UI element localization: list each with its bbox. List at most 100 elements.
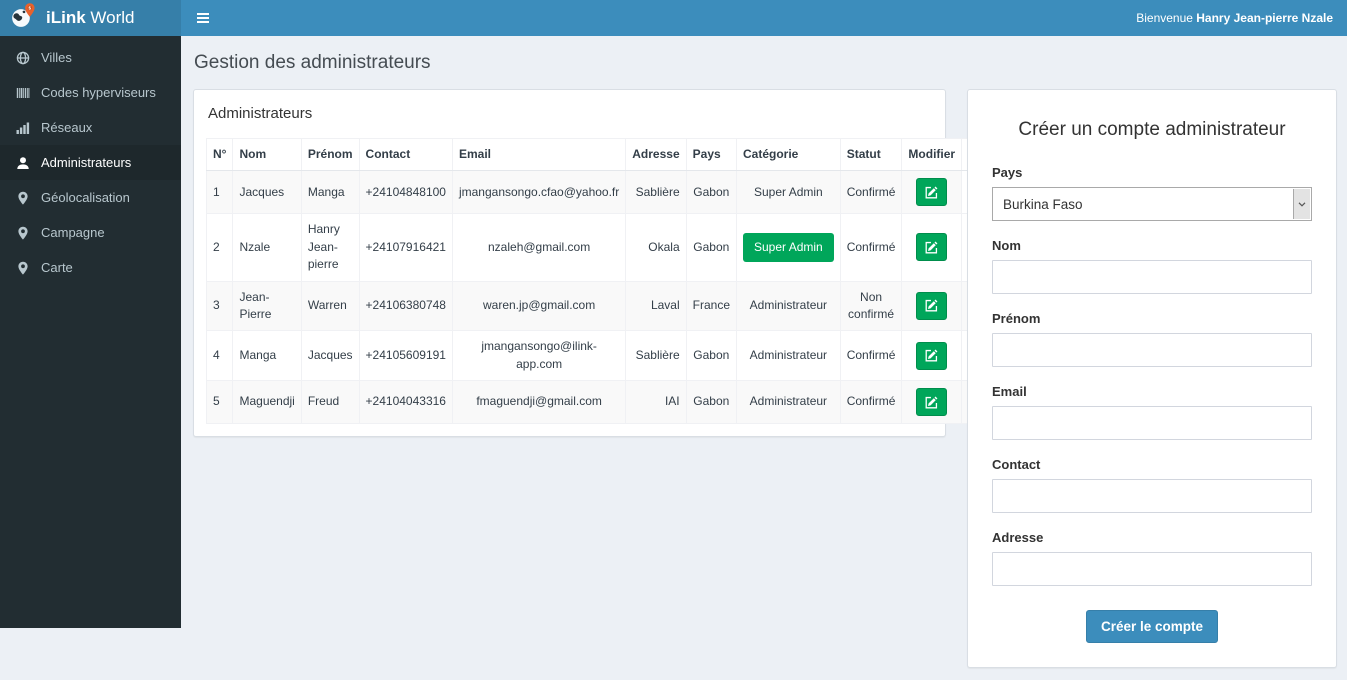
cell-prenom: Manga bbox=[300, 170, 360, 215]
bar-chart-icon bbox=[15, 121, 30, 135]
cell-num: 2 bbox=[205, 213, 234, 282]
brand-name: iLink World bbox=[46, 8, 134, 28]
panel-title: Administrateurs bbox=[208, 105, 313, 122]
form-title: Créer un compte administrateur bbox=[1018, 119, 1286, 140]
cell-nom: Jean-Pierre bbox=[232, 280, 302, 332]
cell-statut: Confirmé bbox=[839, 170, 903, 215]
sidebar-item-label: Campagne bbox=[41, 225, 105, 240]
sidebar-item-label: Administrateurs bbox=[41, 155, 132, 170]
sidebar-item-codes-hyperviseurs[interactable]: Codes hyperviseurs bbox=[0, 75, 181, 110]
cell-adresse: IAI bbox=[625, 380, 687, 425]
cell-contact: +24104848100 bbox=[358, 170, 453, 215]
cell-nom: Manga bbox=[232, 330, 302, 382]
col-header-email: Email bbox=[451, 137, 627, 172]
edit-admin-button[interactable] bbox=[916, 341, 948, 370]
email-label: Email bbox=[992, 384, 1027, 399]
edit-admin-button[interactable] bbox=[916, 388, 948, 417]
brand-logo[interactable]: $ iLink World bbox=[0, 0, 181, 36]
globe-icon bbox=[15, 51, 30, 65]
email-field[interactable] bbox=[992, 406, 1312, 440]
cell-adresse: Sablière bbox=[625, 170, 687, 215]
page-title: Gestion des administrateurs bbox=[194, 52, 431, 73]
cell-email: waren.jp@gmail.com bbox=[451, 280, 627, 332]
cell-contact: +24105609191 bbox=[358, 330, 453, 382]
barcode-icon bbox=[15, 86, 30, 100]
adresse-field[interactable] bbox=[992, 552, 1312, 586]
cell-email: fmaguendji@gmail.com bbox=[451, 380, 627, 425]
table-row: 4 Manga Jacques +24105609191 jmangansong… bbox=[205, 330, 1036, 382]
col-header-adresse: Adresse bbox=[625, 137, 687, 172]
sidebar-item-label: Carte bbox=[41, 260, 73, 275]
welcome-message: Bienvenue Hanry Jean-pierre Nzale bbox=[1136, 11, 1333, 25]
super-admin-badge[interactable]: Super Admin bbox=[743, 232, 834, 263]
cell-nom: Jacques bbox=[232, 170, 302, 215]
sidebar-item-label: Géolocalisation bbox=[41, 190, 130, 205]
cell-pays: Gabon bbox=[685, 380, 738, 425]
sidebar-item-carte[interactable]: Carte bbox=[0, 250, 181, 285]
globe-pin-logo-icon: $ bbox=[10, 2, 37, 34]
cell-pays: Gabon bbox=[685, 213, 738, 282]
page-content: Gestion des administrateurs Administrate… bbox=[181, 36, 1347, 680]
cell-contact: +24106380748 bbox=[358, 280, 453, 332]
cell-num: 4 bbox=[205, 330, 234, 382]
cell-num: 5 bbox=[205, 380, 234, 425]
cell-pays: Gabon bbox=[685, 170, 738, 215]
sidebar-menu: Villes Codes hyperviseurs bbox=[0, 36, 181, 285]
brand-name-bold: iLink bbox=[46, 8, 86, 27]
col-header-statut: Statut bbox=[839, 137, 903, 172]
prenom-field[interactable] bbox=[992, 333, 1312, 367]
table-row: 2 Nzale Hanry Jean-pierre +24107916421 n… bbox=[205, 213, 1035, 282]
brand-name-rest: World bbox=[85, 8, 135, 27]
cell-contact: +24107916421 bbox=[358, 213, 453, 282]
table-row: 5 Maguendji Freud +24104043316 fmaguendj… bbox=[205, 380, 1036, 425]
nom-label: Nom bbox=[992, 238, 1021, 253]
cell-email: nzaleh@gmail.com bbox=[451, 213, 627, 282]
cell-pays: France bbox=[685, 280, 738, 332]
sidebar-item-reseaux[interactable]: Réseaux bbox=[0, 110, 181, 145]
pays-select-wrap: Burkina Faso bbox=[992, 187, 1312, 221]
pays-label: Pays bbox=[992, 165, 1023, 180]
edit-admin-button[interactable] bbox=[916, 178, 948, 207]
cell-statut: Non confirmé bbox=[839, 280, 903, 332]
col-header-num: N° bbox=[205, 137, 234, 172]
sidebar-item-campagne[interactable]: Campagne bbox=[0, 215, 181, 250]
sidebar: $ iLink World Villes bbox=[0, 0, 181, 628]
cell-categorie: Administrateur bbox=[736, 380, 841, 425]
nom-field[interactable] bbox=[992, 260, 1312, 294]
sidebar-item-label: Villes bbox=[41, 50, 72, 65]
sidebar-item-label: Réseaux bbox=[41, 120, 93, 135]
cell-categorie: Administrateur bbox=[736, 280, 841, 332]
administrators-table: N° Nom Prénom Contact Email Adresse Pays… bbox=[205, 137, 1036, 425]
cell-categorie: Super Admin bbox=[736, 170, 841, 215]
contact-label: Contact bbox=[992, 457, 1041, 472]
cell-categorie: Administrateur bbox=[736, 330, 841, 382]
sidebar-item-administrateurs[interactable]: Administrateurs bbox=[0, 145, 181, 180]
cell-statut: Confirmé bbox=[839, 330, 903, 382]
cell-nom: Nzale bbox=[232, 213, 302, 282]
prenom-label: Prénom bbox=[992, 311, 1041, 326]
col-header-categorie: Catégorie bbox=[736, 137, 841, 172]
table-header-row: N° Nom Prénom Contact Email Adresse Pays… bbox=[205, 137, 1036, 172]
user-icon bbox=[15, 156, 30, 170]
sidebar-item-geolocalisation[interactable]: Géolocalisation bbox=[0, 180, 181, 215]
col-header-contact: Contact bbox=[358, 137, 453, 172]
sidebar-toggle-button[interactable] bbox=[195, 9, 211, 27]
create-account-button[interactable]: Créer le compte bbox=[1085, 610, 1219, 643]
cell-statut: Confirmé bbox=[839, 380, 903, 425]
pays-select[interactable]: Burkina Faso bbox=[993, 188, 1311, 220]
cell-prenom: Jacques bbox=[300, 330, 360, 382]
contact-field[interactable] bbox=[992, 479, 1312, 513]
edit-admin-button[interactable] bbox=[916, 233, 948, 262]
cell-nom: Maguendji bbox=[232, 380, 302, 425]
edit-admin-button[interactable] bbox=[916, 291, 948, 320]
welcome-prefix: Bienvenue bbox=[1136, 11, 1197, 25]
map-pin-icon bbox=[15, 226, 30, 240]
sidebar-item-villes[interactable]: Villes bbox=[0, 40, 181, 75]
welcome-user-name: Hanry Jean-pierre Nzale bbox=[1196, 11, 1333, 25]
cell-prenom: Warren bbox=[300, 280, 360, 332]
map-pin-icon bbox=[15, 191, 30, 205]
table-row: 1 Jacques Manga +24104848100 jmangansong… bbox=[205, 170, 1035, 215]
sidebar-item-label: Codes hyperviseurs bbox=[41, 85, 156, 100]
cell-statut: Confirmé bbox=[839, 213, 903, 282]
